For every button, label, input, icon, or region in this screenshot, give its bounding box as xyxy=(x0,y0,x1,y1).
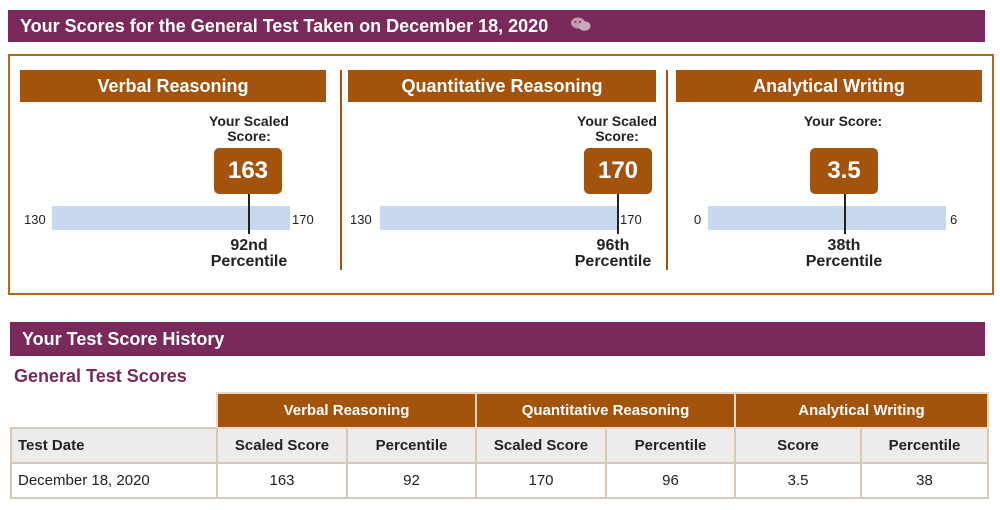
writing-scaled-label-text: Your Score: xyxy=(803,113,883,129)
quant-percentile-rank: 96th xyxy=(596,237,630,254)
test-date-cell: December 18, 2020 xyxy=(10,462,218,499)
scores-banner-title: Your Scores for the General Test Taken o… xyxy=(20,15,549,36)
quant-scaled-label: Your Scaled Score: xyxy=(577,113,657,144)
writing-score-cell: 3.5 xyxy=(734,462,862,499)
column-header: Percentile xyxy=(346,427,477,464)
writing-scale-max: 6 xyxy=(950,212,958,227)
group-header-writing: Analytical Writing xyxy=(733,392,990,429)
quant-panel: Quantitative Reasoning Your Scaled Score… xyxy=(348,70,666,270)
verbal-scaled-label: Your Scaled Score: xyxy=(209,113,289,144)
quant-scale-max: 170 xyxy=(620,212,642,227)
writing-scale-bar xyxy=(708,206,946,230)
verbal-score-box: 163 xyxy=(214,148,282,194)
quant-scale-bar xyxy=(380,206,618,230)
quant-panel-header: Quantitative Reasoning xyxy=(348,70,656,102)
table-row: December 18, 2020 163 92 170 96 3.5 38 xyxy=(10,462,990,499)
verbal-scaled-cell: 163 xyxy=(216,462,348,499)
quant-percentile: 96th Percentile xyxy=(553,238,673,270)
quant-percentile-cell: 96 xyxy=(605,462,736,499)
column-header: Scaled Score xyxy=(475,427,607,464)
scores-banner: Your Scores for the General Test Taken o… xyxy=(8,10,985,42)
writing-score-marker xyxy=(844,194,846,234)
column-header: Percentile xyxy=(859,427,990,464)
quant-scale-min: 130 xyxy=(350,212,372,227)
verbal-percentile-word: Percentile xyxy=(210,253,288,270)
verbal-percentile-cell: 92 xyxy=(346,462,477,499)
writing-score-box: 3.5 xyxy=(810,148,878,194)
score-history-table: Verbal Reasoning Quantitative Reasoning … xyxy=(10,392,990,499)
verbal-percentile-rank: 92nd xyxy=(230,237,268,254)
verbal-panel-header: Verbal Reasoning xyxy=(20,70,326,102)
writing-percentile-cell: 38 xyxy=(859,462,990,499)
quant-score-box: 170 xyxy=(584,148,652,194)
panel-divider xyxy=(666,70,668,270)
group-header-verbal: Verbal Reasoning xyxy=(216,392,477,429)
verbal-score-marker xyxy=(248,194,250,234)
history-banner-title: Your Test Score History xyxy=(22,328,225,349)
column-header: Scaled Score xyxy=(216,427,348,464)
verbal-panel: Verbal Reasoning Your Scaled Score: 163 … xyxy=(20,70,338,270)
writing-panel: Analytical Writing Your Score: 3.5 0 6 3… xyxy=(676,70,986,270)
scores-summary-box: Verbal Reasoning Your Scaled Score: 163 … xyxy=(8,54,994,295)
quant-scaled-cell: 170 xyxy=(475,462,607,499)
group-header-row: Verbal Reasoning Quantitative Reasoning … xyxy=(11,392,990,429)
column-header-row: Test Date Scaled Score Percentile Scaled… xyxy=(10,427,990,464)
writing-scaled-label: Your Score: xyxy=(788,114,898,129)
history-banner: Your Test Score History xyxy=(10,322,985,356)
writing-percentile-rank: 38th xyxy=(827,237,861,254)
verbal-scale-max: 170 xyxy=(292,212,314,227)
verbal-scale-bar xyxy=(52,206,290,230)
general-test-scores-heading: General Test Scores xyxy=(14,366,187,386)
writing-scale-min: 0 xyxy=(694,212,702,227)
writing-percentile-word: Percentile xyxy=(805,253,883,270)
verbal-percentile: 92nd Percentile xyxy=(189,238,309,270)
blank-header-cell xyxy=(11,393,217,428)
wechat-icon xyxy=(570,16,592,37)
verbal-scale-min: 130 xyxy=(24,212,46,227)
quant-score-marker xyxy=(617,194,619,234)
column-header: Test Date xyxy=(10,427,218,464)
group-header-quant: Quantitative Reasoning xyxy=(475,392,736,429)
column-header: Percentile xyxy=(605,427,736,464)
panel-divider xyxy=(340,70,342,270)
column-header: Score xyxy=(734,427,862,464)
quant-percentile-word: Percentile xyxy=(574,253,652,270)
writing-panel-header: Analytical Writing xyxy=(676,70,982,102)
writing-percentile: 38th Percentile xyxy=(784,238,904,270)
